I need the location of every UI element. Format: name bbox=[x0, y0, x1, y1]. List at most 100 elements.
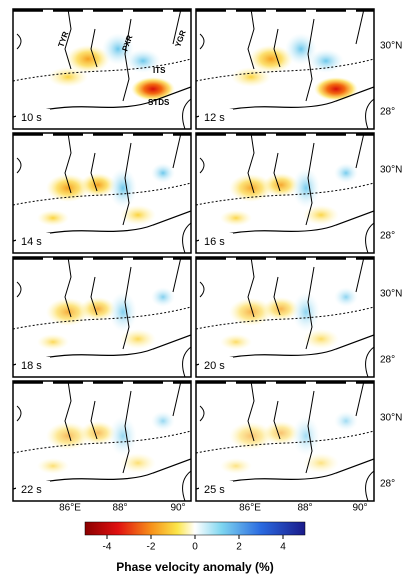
map-content bbox=[13, 257, 191, 377]
coast bbox=[16, 157, 22, 174]
fault bbox=[172, 381, 182, 417]
its-line bbox=[13, 430, 191, 454]
coast bbox=[199, 157, 205, 174]
label-box bbox=[199, 109, 233, 125]
lon-label: 86°E bbox=[59, 503, 81, 514]
lon-label: 88° bbox=[112, 503, 127, 514]
frame bbox=[12, 8, 192, 130]
anomaly bbox=[303, 205, 339, 225]
fault bbox=[247, 381, 255, 442]
anomaly bbox=[37, 210, 69, 226]
fault bbox=[90, 276, 98, 316]
frame bbox=[195, 132, 375, 254]
anomaly bbox=[292, 292, 320, 332]
anomaly bbox=[314, 77, 358, 101]
frame bbox=[12, 256, 192, 378]
its-line bbox=[196, 58, 374, 82]
anomaly bbox=[220, 458, 252, 474]
map-panel: 18 s bbox=[12, 256, 192, 378]
fault bbox=[273, 276, 281, 316]
anomaly bbox=[109, 416, 137, 456]
anomaly bbox=[151, 163, 175, 183]
anomaly bbox=[102, 33, 134, 65]
annotation: STDS bbox=[148, 98, 170, 107]
anomaly bbox=[80, 173, 116, 197]
colorbar-tick-label: -4 bbox=[103, 542, 112, 553]
anomaly bbox=[334, 163, 358, 183]
fault bbox=[64, 133, 72, 194]
anomaly bbox=[46, 298, 90, 326]
anomaly bbox=[125, 49, 161, 73]
anomaly bbox=[263, 421, 299, 445]
frame bbox=[195, 380, 375, 502]
anomaly bbox=[229, 174, 273, 202]
anomaly bbox=[48, 67, 88, 87]
fault bbox=[247, 257, 255, 318]
period-label: 25 s bbox=[204, 484, 225, 496]
anomaly bbox=[120, 453, 156, 473]
lat-label: 28° bbox=[380, 231, 395, 242]
anomaly bbox=[37, 334, 69, 350]
anomaly bbox=[151, 287, 175, 307]
anomaly bbox=[220, 334, 252, 350]
anomaly bbox=[120, 329, 156, 349]
its-line bbox=[196, 306, 374, 330]
label-box bbox=[199, 357, 233, 373]
anomaly bbox=[151, 411, 175, 431]
coast bbox=[199, 405, 205, 422]
fault bbox=[247, 133, 255, 194]
its-line bbox=[13, 58, 191, 82]
fault bbox=[90, 152, 98, 192]
anomaly bbox=[109, 292, 137, 332]
its-line bbox=[196, 430, 374, 454]
colorbar-tick-label: 2 bbox=[236, 542, 242, 553]
coast bbox=[199, 281, 205, 298]
fault bbox=[122, 142, 132, 226]
label-box bbox=[16, 233, 50, 249]
coast bbox=[16, 405, 22, 422]
fault bbox=[172, 133, 182, 169]
frame bbox=[12, 132, 192, 254]
label-box bbox=[199, 481, 233, 497]
period-label: 10 s bbox=[21, 112, 42, 124]
coast bbox=[182, 470, 191, 501]
anomaly bbox=[249, 45, 293, 73]
anomaly bbox=[334, 411, 358, 431]
lat-label: 28° bbox=[380, 355, 395, 366]
lon-label: 90° bbox=[170, 503, 185, 514]
coast bbox=[182, 346, 191, 377]
fault bbox=[355, 381, 365, 417]
fault bbox=[122, 266, 132, 350]
anomaly bbox=[292, 168, 320, 208]
frame bbox=[195, 8, 375, 130]
anomaly bbox=[131, 77, 175, 101]
fault bbox=[273, 400, 281, 440]
lat-label: 28° bbox=[380, 107, 395, 118]
coast bbox=[365, 346, 374, 377]
anomaly bbox=[263, 173, 299, 197]
map-panel: 20 s bbox=[195, 256, 375, 378]
colorbar-tick-label: -2 bbox=[147, 542, 156, 553]
anomaly bbox=[120, 205, 156, 225]
anomaly bbox=[109, 168, 137, 208]
period-label: 12 s bbox=[204, 112, 225, 124]
map-panel: 12 s bbox=[195, 8, 375, 130]
fault bbox=[90, 28, 98, 68]
anomaly bbox=[80, 421, 116, 445]
lat-label: 30°N bbox=[380, 289, 402, 300]
coast bbox=[199, 33, 205, 50]
lat-label: 30°N bbox=[380, 165, 402, 176]
coast bbox=[365, 222, 374, 253]
label-box bbox=[16, 357, 50, 373]
label-box bbox=[16, 481, 50, 497]
map-panel: 22 s bbox=[12, 380, 192, 502]
coast bbox=[365, 470, 374, 501]
lon-label: 90° bbox=[352, 503, 367, 514]
fault bbox=[355, 133, 365, 169]
fault bbox=[64, 9, 72, 70]
its-line bbox=[13, 182, 191, 206]
period-label: 22 s bbox=[21, 484, 42, 496]
map-panel: 16 s bbox=[195, 132, 375, 254]
fault bbox=[64, 257, 72, 318]
